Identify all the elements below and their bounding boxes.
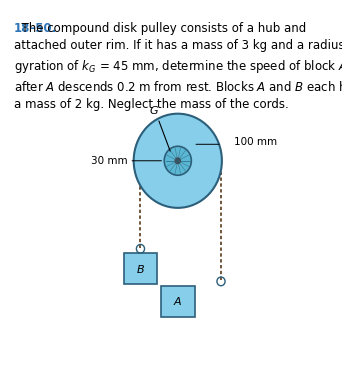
Text: 100 mm: 100 mm [234,137,277,147]
FancyBboxPatch shape [123,253,157,284]
Circle shape [134,114,222,208]
Text: G: G [149,106,158,116]
Circle shape [175,158,181,164]
Text: The compound disk pulley consists of a hub and
attached outer rim. If it has a m: The compound disk pulley consists of a h… [14,22,342,111]
Text: 18–50.: 18–50. [14,22,57,35]
Circle shape [164,146,192,175]
Text: $A$: $A$ [173,295,183,307]
Text: 30 mm: 30 mm [91,156,128,166]
FancyBboxPatch shape [161,286,195,316]
Text: $B$: $B$ [136,262,145,274]
